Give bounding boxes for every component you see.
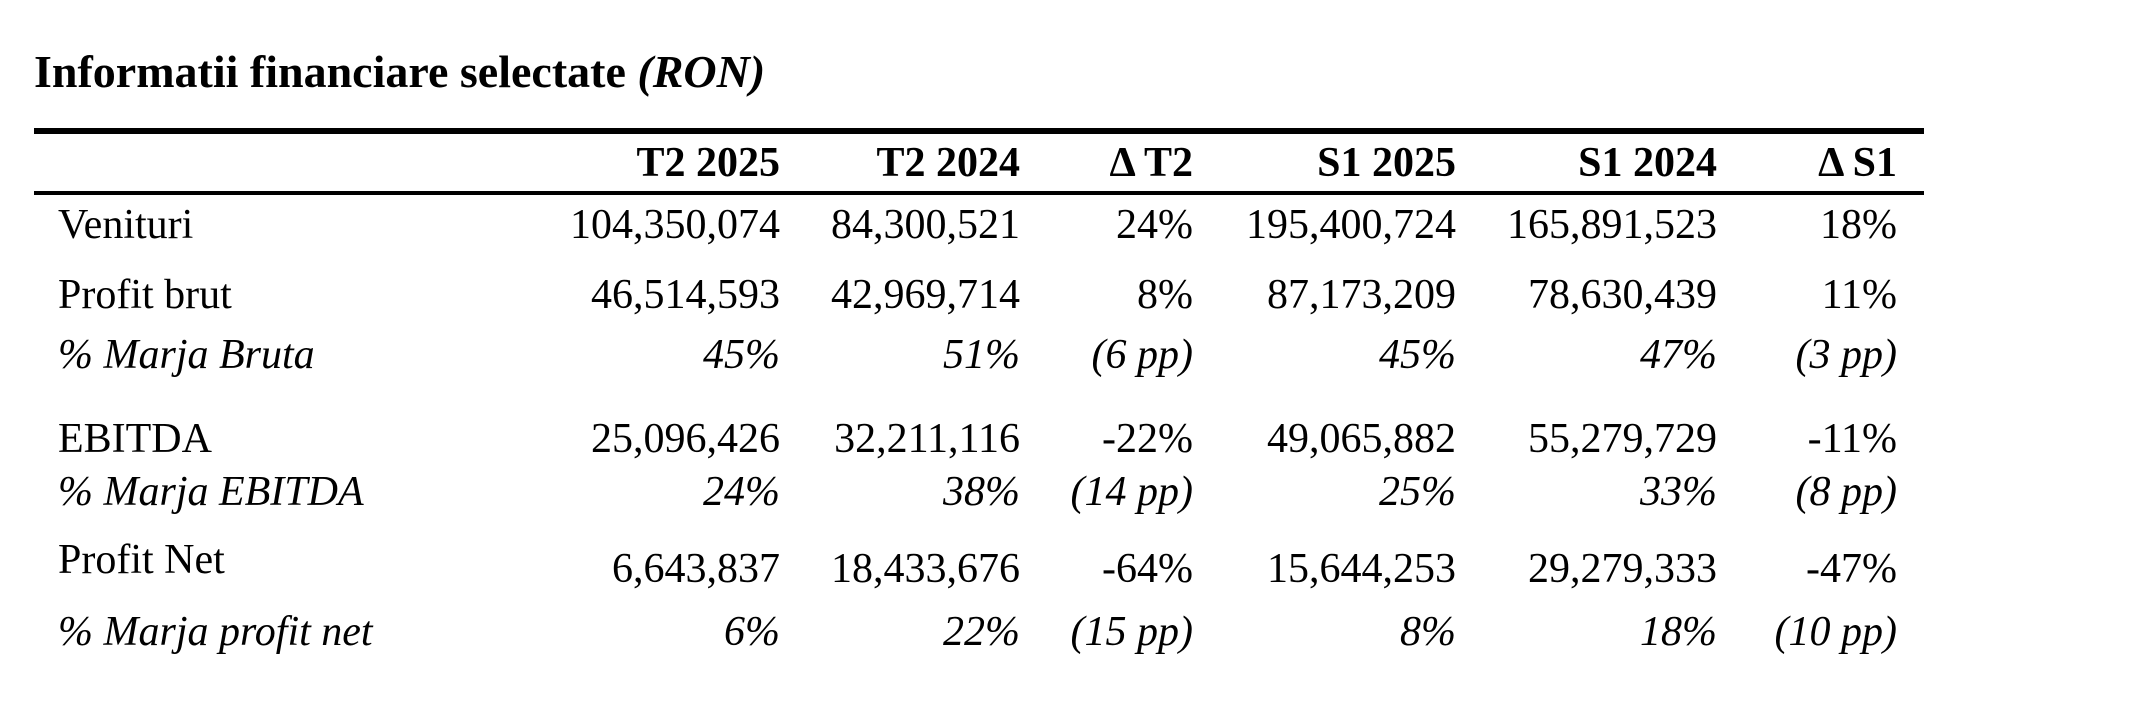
row-label-marja-profit-net: % Marja profit net — [58, 609, 373, 655]
row-label-profit-net: Profit Net — [58, 537, 225, 583]
cell-profit-net-delta-t2: -64% — [1102, 546, 1193, 592]
cell-marja-profit-net-s1-2025: 8% — [1400, 609, 1456, 655]
cell-ebitda-t2-2024: 32,211,116 — [834, 416, 1020, 462]
cell-profit-net-s1-2024: 29,279,333 — [1528, 546, 1717, 592]
cell-marja-profit-net-t2-2024: 22% — [943, 609, 1020, 655]
cell-marja-bruta-t2-2025: 45% — [703, 332, 780, 378]
cell-ebitda-t2-2025: 25,096,426 — [591, 416, 780, 462]
cell-venituri-t2-2024: 84,300,521 — [831, 202, 1020, 248]
title-unit: (RON) — [637, 46, 766, 97]
header-s1-2025: S1 2025 — [1317, 140, 1456, 186]
cell-marja-bruta-delta-t2: (6 pp) — [1091, 332, 1193, 378]
header-delta-t2: Δ T2 — [1109, 140, 1193, 186]
header-t2-2024: T2 2024 — [876, 140, 1020, 186]
cell-marja-profit-net-s1-2024: 18% — [1640, 609, 1717, 655]
cell-venituri-s1-2025: 195,400,724 — [1246, 202, 1456, 248]
cell-profit-brut-s1-2025: 87,173,209 — [1267, 272, 1456, 318]
header-s1-2024: S1 2024 — [1578, 140, 1717, 186]
cell-profit-brut-t2-2024: 42,969,714 — [831, 272, 1020, 318]
cell-profit-net-delta-s1: -47% — [1806, 546, 1897, 592]
cell-marja-ebitda-delta-t2: (14 pp) — [1070, 469, 1193, 515]
cell-venituri-s1-2024: 165,891,523 — [1507, 202, 1717, 248]
cell-ebitda-delta-s1: -11% — [1807, 416, 1897, 462]
cell-marja-ebitda-delta-s1: (8 pp) — [1795, 469, 1897, 515]
cell-marja-profit-net-delta-t2: (15 pp) — [1070, 609, 1193, 655]
cell-profit-net-t2-2025: 6,643,837 — [612, 546, 780, 592]
cell-ebitda-delta-t2: -22% — [1102, 416, 1193, 462]
header-delta-s1: Δ S1 — [1818, 140, 1897, 186]
cell-marja-ebitda-t2-2024: 38% — [943, 469, 1020, 515]
row-label-profit-brut: Profit brut — [58, 272, 232, 318]
row-label-venituri: Venituri — [58, 202, 194, 248]
table-title: Informatii financiare selectate (RON) — [34, 42, 765, 102]
header-t2-2025: T2 2025 — [636, 140, 780, 186]
cell-profit-net-t2-2024: 18,433,676 — [831, 546, 1020, 592]
cell-marja-profit-net-t2-2025: 6% — [724, 609, 780, 655]
cell-profit-brut-delta-t2: 8% — [1137, 272, 1193, 318]
cell-venituri-delta-t2: 24% — [1116, 202, 1193, 248]
cell-marja-profit-net-delta-s1: (10 pp) — [1774, 609, 1897, 655]
cell-marja-ebitda-s1-2024: 33% — [1640, 469, 1717, 515]
title-text: Informatii financiare selectate — [34, 46, 626, 97]
cell-profit-net-s1-2025: 15,644,253 — [1267, 546, 1456, 592]
cell-ebitda-s1-2025: 49,065,882 — [1267, 416, 1456, 462]
cell-marja-ebitda-s1-2025: 25% — [1379, 469, 1456, 515]
row-label-marja-bruta: % Marja Bruta — [58, 332, 315, 378]
cell-venituri-t2-2025: 104,350,074 — [570, 202, 780, 248]
cell-venituri-delta-s1: 18% — [1820, 202, 1897, 248]
cell-profit-brut-t2-2025: 46,514,593 — [591, 272, 780, 318]
row-label-marja-ebitda: % Marja EBITDA — [58, 469, 364, 515]
row-label-ebitda: EBITDA — [58, 416, 212, 462]
cell-marja-bruta-s1-2024: 47% — [1640, 332, 1717, 378]
cell-profit-brut-delta-s1: 11% — [1821, 272, 1897, 318]
header-rule — [34, 191, 1924, 195]
cell-marja-bruta-delta-s1: (3 pp) — [1795, 332, 1897, 378]
cell-profit-brut-s1-2024: 78,630,439 — [1528, 272, 1717, 318]
table-top-rule — [34, 128, 1924, 134]
cell-marja-bruta-t2-2024: 51% — [943, 332, 1020, 378]
cell-marja-bruta-s1-2025: 45% — [1379, 332, 1456, 378]
cell-ebitda-s1-2024: 55,279,729 — [1528, 416, 1717, 462]
cell-marja-ebitda-t2-2025: 24% — [703, 469, 780, 515]
